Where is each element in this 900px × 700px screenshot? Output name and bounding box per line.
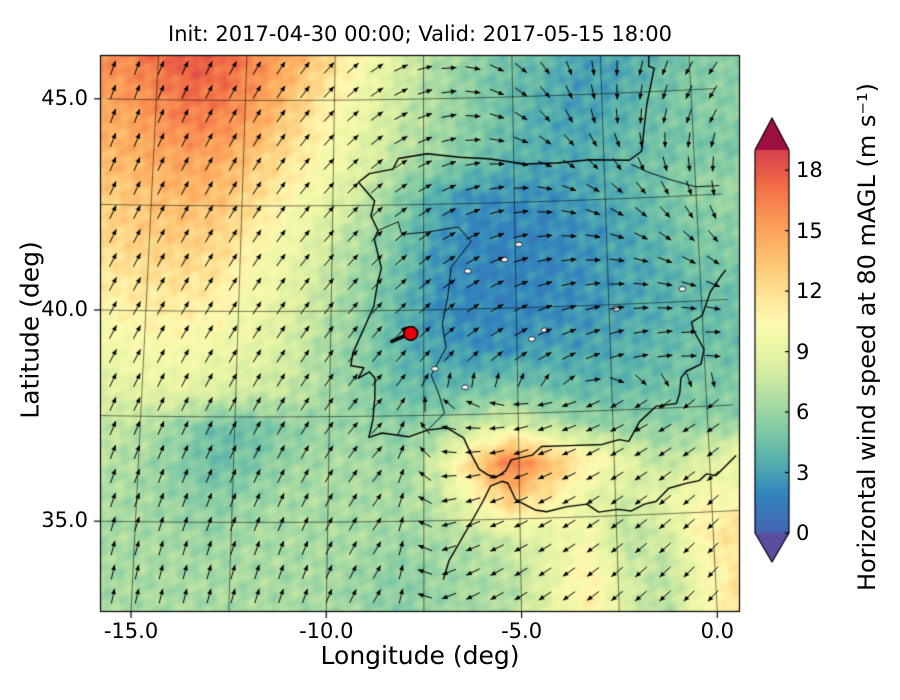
x-tick-label: -5.0: [501, 619, 543, 643]
colorbar-tick-label: 12: [796, 279, 823, 304]
wind-speed-map: [92, 47, 748, 620]
y-tick-label: 40.0: [41, 297, 88, 321]
x-axis-label: Longitude (deg): [320, 641, 520, 670]
colorbar-tick-label: 9: [796, 339, 810, 364]
x-tick-label: 0.0: [700, 619, 735, 643]
x-tick-label: -10.0: [299, 619, 354, 643]
y-tick-label: 45.0: [41, 85, 88, 110]
y-axis-label: Latitude (deg): [15, 241, 45, 419]
x-tick-label: -15.0: [103, 619, 159, 643]
colorbar-tick-label: 18: [796, 158, 823, 183]
plot-title: Init: 2017-04-30 00:00; Valid: 2017-05-1…: [168, 22, 672, 46]
colorbar-tick-label: 3: [796, 460, 810, 485]
colorbar-tick-label: 6: [796, 400, 810, 425]
colorbar: [752, 112, 792, 568]
colorbar-label: Horizontal wind speed at 80 mAGL (m s⁻¹): [853, 82, 881, 592]
colorbar-tick-label: 0: [796, 521, 810, 545]
y-tick-label: 35.0: [41, 508, 88, 533]
colorbar-tick-label: 15: [796, 218, 823, 243]
